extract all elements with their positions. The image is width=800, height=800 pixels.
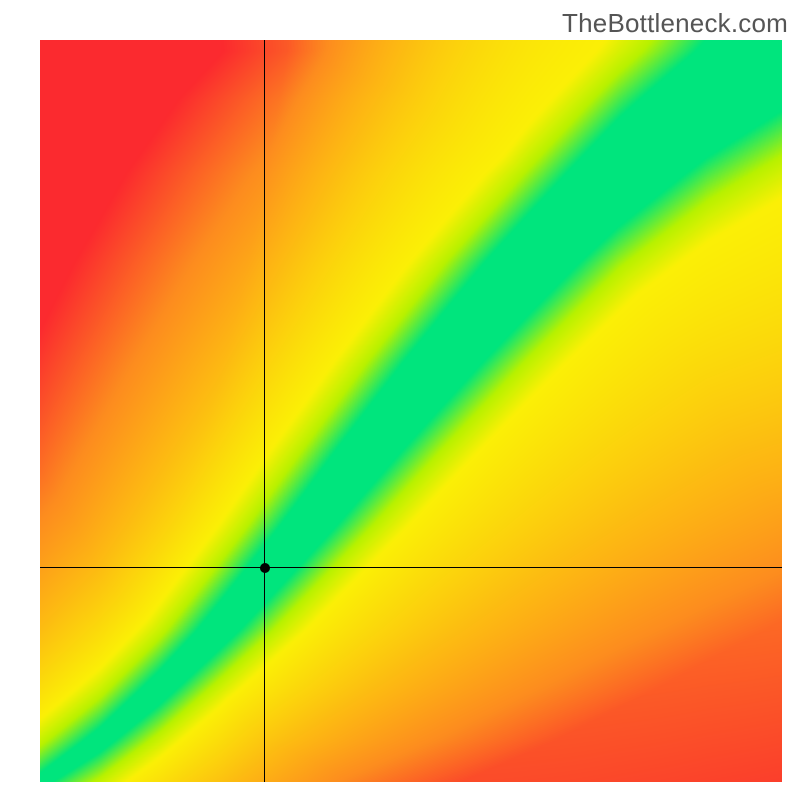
watermark-text: TheBottleneck.com	[562, 8, 788, 39]
plot-area	[40, 40, 782, 782]
marker-point	[260, 563, 270, 573]
crosshair-horizontal	[40, 567, 782, 568]
heatmap-canvas	[40, 40, 782, 782]
chart-container: TheBottleneck.com	[0, 0, 800, 800]
crosshair-vertical	[264, 40, 265, 782]
